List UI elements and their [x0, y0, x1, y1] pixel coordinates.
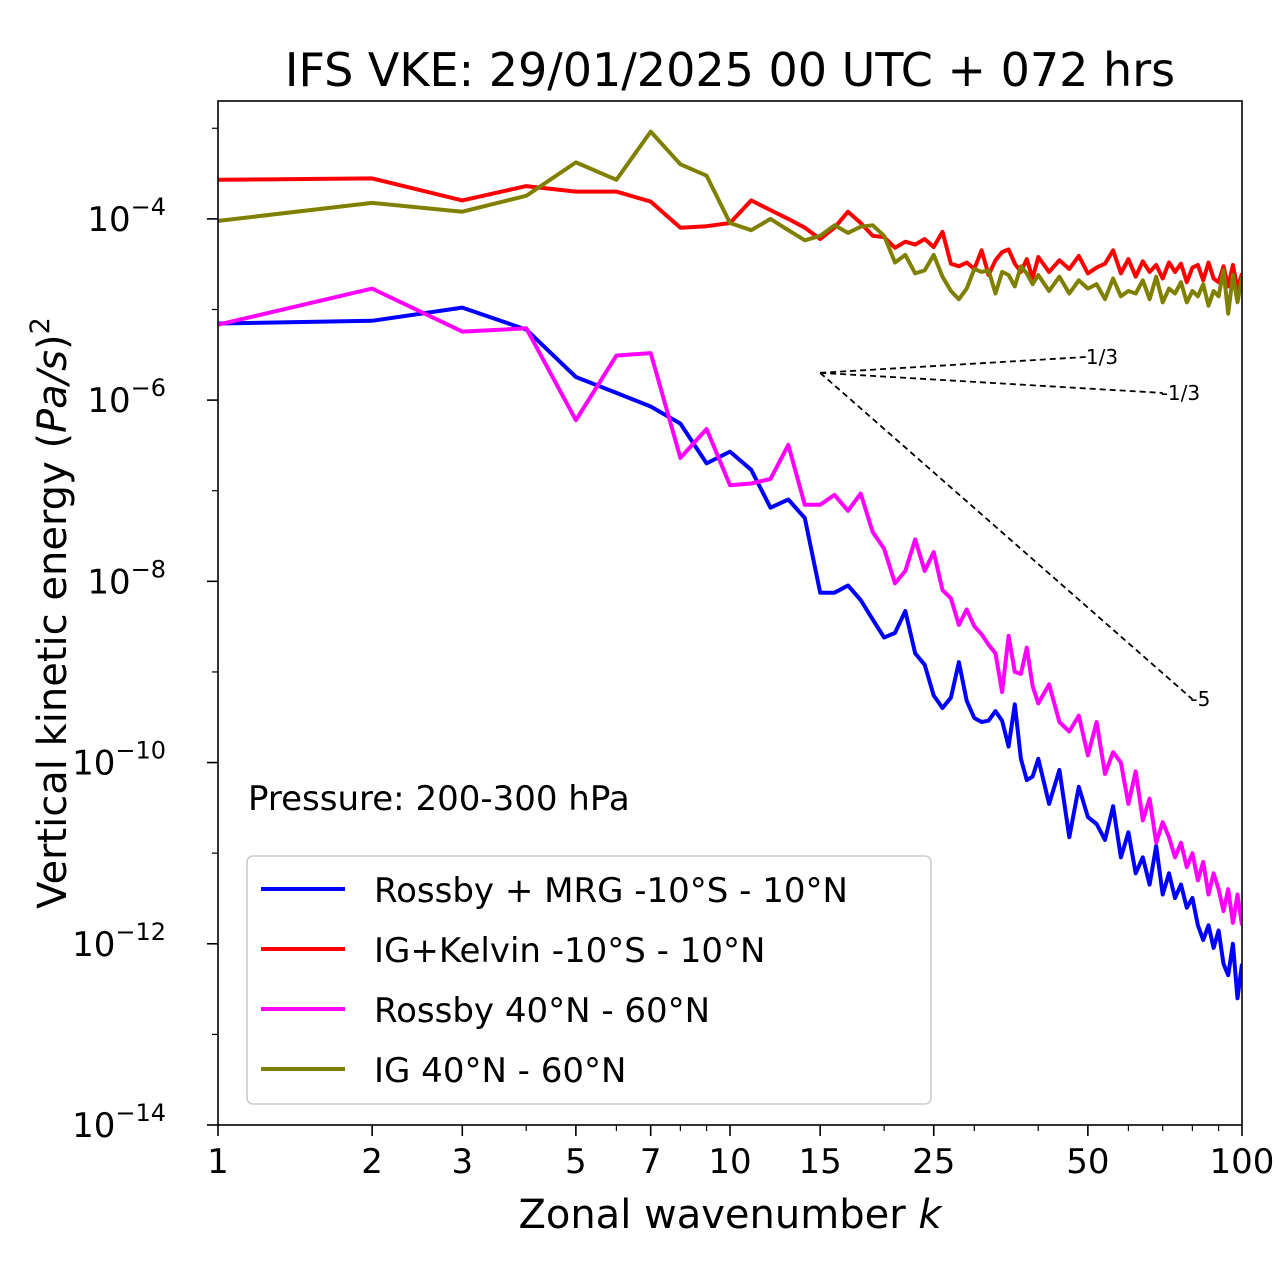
reference-line-0	[820, 355, 1088, 374]
y-tick-label: 10−8	[87, 555, 166, 602]
series-line-3	[218, 129, 1242, 316]
legend-label-1: IG+Kelvin -10°S - 10°N	[374, 931, 765, 971]
y-tick-label: 10−14	[72, 1099, 166, 1146]
x-tick-label: 2	[361, 1142, 383, 1182]
legend-items: Rossby + MRG -10°S - 10°N IG+Kelvin -10°S…	[261, 871, 848, 1091]
series-layer	[218, 129, 1242, 1001]
y-axis-label-unit: Pa/s	[30, 350, 76, 433]
x-tick-label: 1	[207, 1142, 229, 1182]
y-axis-label-text: Vertical kinetic energy	[30, 461, 76, 909]
x-axis-label-symbol: k	[918, 1192, 943, 1238]
legend: Rossby + MRG -10°S - 10°N IG+Kelvin -10°S…	[246, 855, 932, 1105]
x-tick-label: 100	[1210, 1142, 1275, 1182]
reference-label-0: 1/3	[1086, 345, 1118, 369]
legend-label-0: Rossby + MRG -10°S - 10°N	[374, 871, 848, 911]
series-line-0	[218, 305, 1242, 1001]
reference-line-2	[819, 372, 1193, 700]
reference-label-1: -1/3	[1161, 381, 1200, 405]
x-tick-label: 7	[640, 1142, 662, 1182]
y-axis-label-power: 2	[25, 317, 56, 334]
pressure-annotation: Pressure: 200-300 hPa	[248, 779, 630, 819]
y-tick-label: 10−4	[87, 193, 166, 240]
y-axis: 10−14 10−12 10−10 10−8 10−6 10−4	[72, 127, 218, 1146]
x-tick-label: 25	[912, 1142, 955, 1182]
legend-label-2: Rossby 40°N - 60°N	[374, 991, 710, 1031]
x-axis-label-text: Zonal wavenumber	[518, 1192, 906, 1238]
x-tick-label: 3	[451, 1142, 473, 1182]
x-tick-label: 10	[708, 1142, 751, 1182]
y-tick-label: 10−6	[87, 374, 166, 421]
legend-box	[246, 855, 932, 1105]
reference-line-1	[820, 371, 1163, 394]
chart-title: IFS VKE: 29/01/2025 00 UTC + 072 hrs	[285, 43, 1175, 97]
legend-label-3: IG 40°N - 60°N	[374, 1051, 626, 1091]
reference-lines: 1/3 -1/3 -5	[819, 345, 1210, 711]
x-axis: 1 2 3 5 7 10 15 25 50 100	[207, 1125, 1274, 1182]
x-tick-label: 15	[799, 1142, 842, 1182]
x-tick-label: 50	[1066, 1142, 1109, 1182]
y-axis-label: Vertical kinetic energy (Pa/s)2	[25, 317, 76, 909]
series-line-2	[218, 286, 1242, 926]
reference-label-2: -5	[1190, 687, 1210, 711]
series-line-1	[218, 176, 1242, 291]
x-tick-label: 5	[565, 1142, 587, 1182]
x-axis-label: Zonal wavenumber k	[518, 1192, 943, 1238]
y-tick-label: 10−12	[72, 918, 166, 965]
y-tick-label: 10−10	[72, 737, 166, 784]
